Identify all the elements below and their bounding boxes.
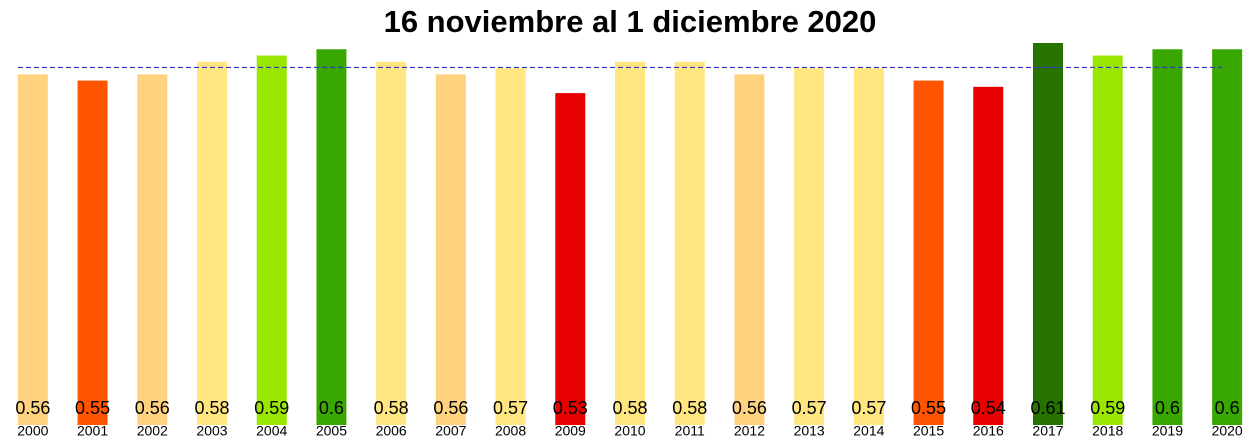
bar — [376, 61, 407, 425]
x-tick-label: 2013 — [794, 423, 825, 439]
bar — [137, 74, 168, 426]
x-tick-label: 2002 — [137, 423, 168, 439]
chart-title: 16 noviembre al 1 diciembre 2020 — [384, 4, 877, 39]
x-tick-label: 2016 — [973, 423, 1004, 439]
x-tick-label: 2004 — [256, 423, 287, 439]
value-label: 0.55 — [911, 398, 946, 418]
value-label: 0.57 — [851, 398, 886, 418]
value-label: 0.6 — [1215, 398, 1240, 418]
bar — [256, 55, 287, 425]
value-label: 0.58 — [374, 398, 409, 418]
x-tick-label: 2006 — [376, 423, 407, 439]
value-label: 0.59 — [254, 398, 289, 418]
x-tick-label: 2020 — [1212, 423, 1243, 439]
x-tick-label: 2007 — [435, 423, 466, 439]
x-tick-label: 2009 — [555, 423, 586, 439]
value-label: 0.61 — [1030, 398, 1065, 418]
bar — [77, 80, 108, 426]
bar — [1212, 49, 1243, 425]
value-label: 0.6 — [1155, 398, 1180, 418]
value-label: 0.56 — [732, 398, 767, 418]
x-tick-label: 2008 — [495, 423, 526, 439]
bar — [973, 86, 1004, 426]
x-tick-label: 2003 — [196, 423, 227, 439]
x-tick-label: 2014 — [853, 423, 884, 439]
bar — [913, 80, 944, 426]
value-label: 0.56 — [433, 398, 468, 418]
bar — [734, 74, 765, 426]
value-label: 0.6 — [319, 398, 344, 418]
x-tick-label: 2015 — [913, 423, 944, 439]
x-tick-label: 2011 — [675, 423, 705, 439]
value-label: 0.57 — [493, 398, 528, 418]
bar — [615, 61, 645, 425]
x-tick-label: 2001 — [77, 423, 108, 439]
bar — [674, 61, 705, 425]
bar — [17, 74, 48, 426]
value-label: 0.54 — [971, 398, 1006, 418]
x-tick-label: 2019 — [1152, 423, 1183, 439]
value-label: 0.58 — [672, 398, 707, 418]
x-tick-label: 2012 — [734, 423, 765, 439]
bar — [1092, 55, 1123, 425]
bar — [495, 68, 526, 425]
value-label: 0.56 — [135, 398, 170, 418]
bar — [794, 68, 825, 425]
value-label: 0.58 — [612, 398, 647, 418]
x-tick-label: 2005 — [316, 423, 347, 439]
bar — [435, 74, 466, 426]
bar — [197, 61, 227, 425]
x-tick-label: 2017 — [1032, 423, 1063, 439]
bar — [555, 93, 586, 425]
value-label: 0.59 — [1090, 398, 1125, 418]
value-label: 0.53 — [553, 398, 588, 418]
x-tick-label: 2000 — [17, 423, 48, 439]
bar — [1152, 49, 1183, 425]
value-label: 0.57 — [792, 398, 827, 418]
value-label: 0.56 — [15, 398, 50, 418]
value-label: 0.55 — [75, 398, 110, 418]
bar — [853, 68, 884, 425]
x-tick-label: 2018 — [1092, 423, 1123, 439]
value-label: 0.58 — [194, 398, 229, 418]
bar — [316, 49, 347, 425]
bar — [1033, 43, 1063, 425]
x-tick-label: 2010 — [614, 423, 645, 439]
